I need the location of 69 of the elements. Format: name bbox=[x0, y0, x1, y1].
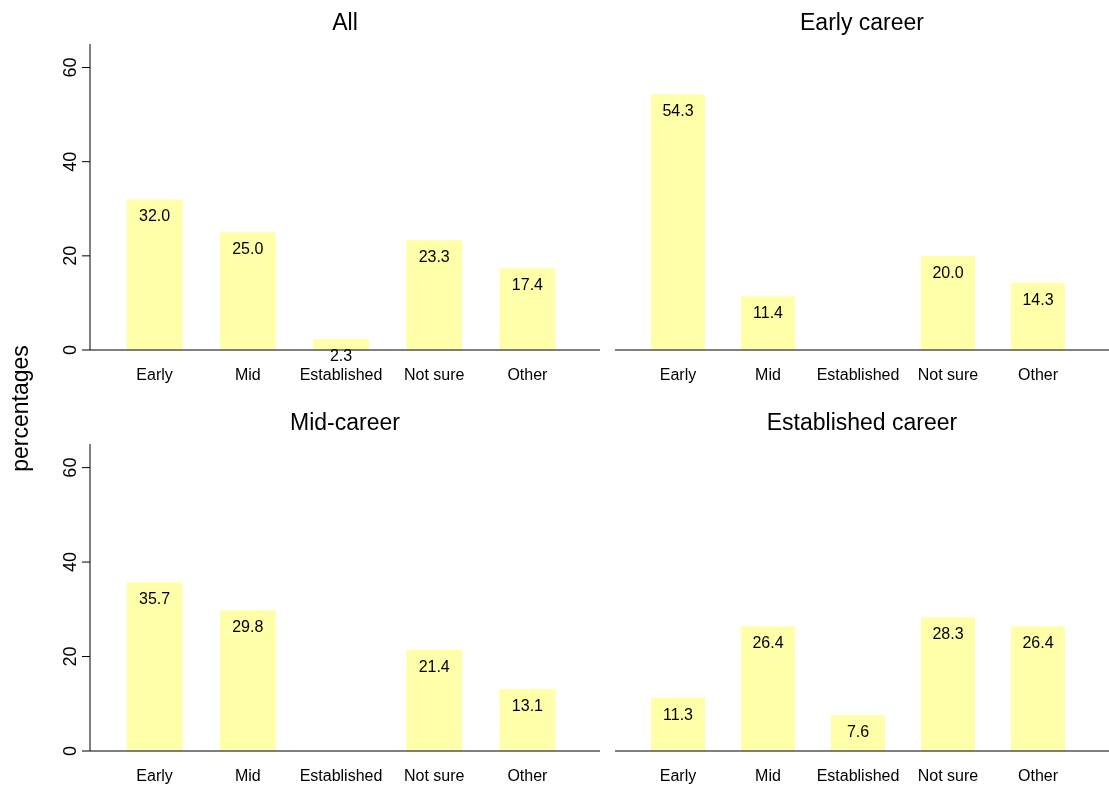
bar bbox=[219, 610, 276, 751]
x-tick-label: Other bbox=[1017, 366, 1059, 383]
bar bbox=[651, 697, 705, 751]
bar bbox=[406, 240, 463, 350]
data-label: 28.3 bbox=[932, 625, 964, 643]
x-tick-label: Early bbox=[136, 366, 173, 383]
x-tick-label: Established bbox=[299, 767, 383, 784]
x-tick-label: Other bbox=[1017, 767, 1059, 784]
data-label: 26.4 bbox=[752, 634, 784, 652]
data-label: 23.3 bbox=[418, 248, 450, 266]
data-label: 13.1 bbox=[511, 697, 544, 715]
data-label: 11.4 bbox=[753, 304, 784, 322]
x-tick-label: Not sure bbox=[403, 767, 465, 784]
x-tick-label: Other bbox=[507, 366, 549, 383]
x-tick-label: Established bbox=[816, 767, 900, 784]
x-tick-label: Other bbox=[507, 767, 549, 784]
x-tick-label: Early bbox=[659, 366, 697, 383]
data-label: 29.8 bbox=[232, 618, 264, 636]
bar bbox=[126, 199, 183, 350]
data-label: 25.0 bbox=[232, 240, 264, 258]
x-tick-label: Established bbox=[816, 366, 900, 383]
chart-title: All bbox=[332, 9, 358, 35]
x-tick-label: Mid bbox=[234, 767, 261, 784]
y-tick-label: 20 bbox=[60, 245, 80, 266]
data-label: 54.3 bbox=[662, 102, 694, 120]
x-tick-label: Not sure bbox=[917, 767, 979, 784]
data-label: 14.3 bbox=[1022, 290, 1054, 308]
bar bbox=[499, 268, 556, 350]
bar bbox=[499, 689, 556, 751]
y-tick-label: 0 bbox=[60, 344, 80, 356]
bar bbox=[1011, 282, 1065, 350]
bar bbox=[219, 232, 276, 350]
chart-title: Early career bbox=[800, 9, 925, 35]
bar bbox=[831, 715, 885, 751]
data-label: 35.7 bbox=[139, 590, 171, 608]
data-label: 21.4 bbox=[418, 657, 450, 675]
y-tick-label: 0 bbox=[60, 745, 80, 757]
x-tick-label: Early bbox=[136, 767, 173, 784]
bar bbox=[126, 582, 183, 751]
x-tick-label: Mid bbox=[755, 767, 781, 784]
y-tick-label: 20 bbox=[60, 646, 80, 667]
bar bbox=[1011, 626, 1065, 751]
data-label: 17.4 bbox=[511, 276, 544, 294]
bar bbox=[406, 649, 463, 751]
x-tick-label: Mid bbox=[234, 366, 261, 383]
data-label: 2.3 bbox=[329, 347, 353, 365]
y-tick-label: 40 bbox=[60, 151, 80, 172]
x-tick-label: Not sure bbox=[403, 366, 465, 383]
x-tick-label: Mid bbox=[755, 366, 781, 383]
x-tick-label: Early bbox=[659, 767, 697, 784]
y-tick-label: 40 bbox=[60, 552, 80, 573]
y-tick-label: 60 bbox=[60, 57, 80, 78]
chart-title: Established career bbox=[766, 409, 958, 435]
bar bbox=[741, 626, 795, 751]
data-label: 26.4 bbox=[1022, 634, 1054, 652]
bar bbox=[651, 94, 705, 350]
x-tick-label: Not sure bbox=[917, 366, 979, 383]
bar bbox=[921, 255, 975, 350]
bar bbox=[921, 617, 975, 751]
data-label: 20.0 bbox=[932, 263, 964, 281]
data-label: 7.6 bbox=[846, 723, 870, 741]
x-tick-label: Established bbox=[299, 366, 383, 383]
y-axis-title: percentages bbox=[7, 345, 33, 472]
data-label: 32.0 bbox=[139, 207, 171, 225]
bar bbox=[313, 339, 369, 350]
bar bbox=[741, 296, 795, 350]
chart-title: Mid-career bbox=[290, 409, 401, 435]
y-tick-label: 60 bbox=[60, 457, 80, 478]
data-label: 11.3 bbox=[663, 705, 694, 723]
